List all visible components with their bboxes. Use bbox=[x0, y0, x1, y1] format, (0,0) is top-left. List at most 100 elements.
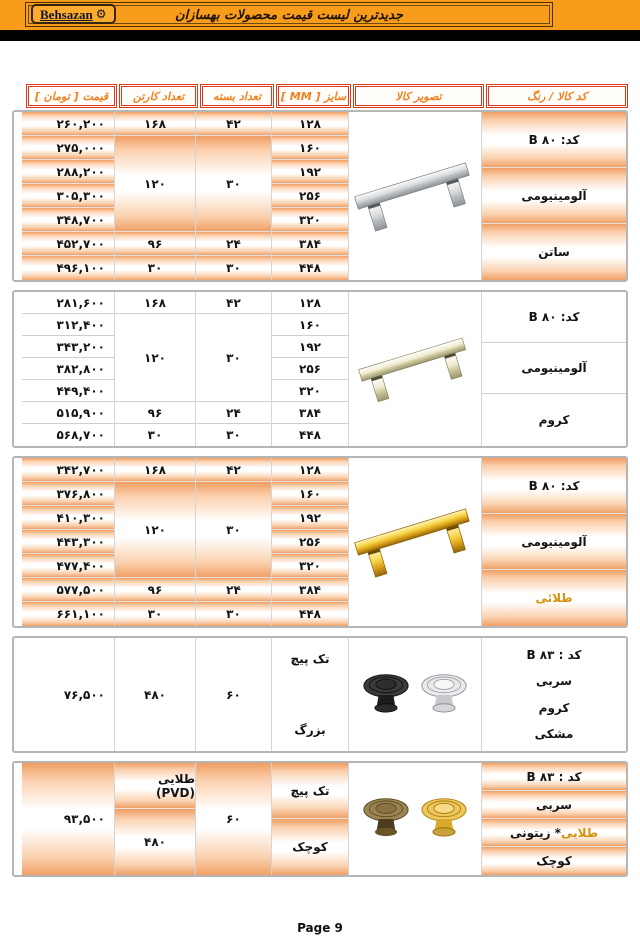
column-headers: کد کالا / رنگ تصویر کالا سایز [ MM ] تعد… bbox=[12, 84, 628, 108]
size-value: ۲۵۶ bbox=[272, 530, 348, 554]
price-value: ۲۸۱,۶۰۰ bbox=[22, 292, 114, 314]
pack-value: ۳۰ bbox=[196, 482, 271, 578]
price-value: ۳۰۵,۳۰۰ bbox=[22, 184, 114, 208]
bar-handle-icon bbox=[358, 337, 467, 403]
price-value: ۴۵۲,۷۰۰ bbox=[22, 232, 114, 256]
size-type: بزرگ bbox=[294, 723, 326, 737]
product-code: کد: B ۸۰ bbox=[482, 112, 626, 168]
finish-option: مشکی bbox=[534, 726, 574, 741]
code-column: کد: B ۸۰ آلومینیومی طلائی bbox=[482, 458, 626, 626]
carton-value: ۹۶ bbox=[115, 232, 195, 256]
product-code: کد: B ۸۰ bbox=[482, 458, 626, 514]
price-value: ۴۴۹,۴۰۰ bbox=[22, 380, 114, 402]
gear-icon: ⚙ bbox=[95, 7, 107, 21]
image-column bbox=[349, 763, 482, 875]
banner-title: جدیدترین لیست قیمت محصولات بهسازان bbox=[175, 7, 403, 23]
size-column: ۱۲۸ ۱۶۰ ۱۹۲ ۲۵۶ ۳۲۰ ۳۸۴ ۴۴۸ bbox=[272, 458, 349, 626]
price-column: ۳۴۲,۷۰۰ ۳۷۶,۸۰۰ ۴۱۰,۳۰۰ ۴۴۳,۳۰۰ ۴۷۷,۴۰۰ … bbox=[22, 458, 115, 626]
size-value: ۱۲۸ bbox=[272, 458, 348, 482]
pack-value: ۳۰ bbox=[196, 424, 271, 446]
olive-knob-icon bbox=[363, 798, 409, 837]
carton-value: ۱۲۰ bbox=[115, 314, 195, 402]
price-value: ۴۹۶,۱۰۰ bbox=[22, 256, 114, 280]
header-code: کد کالا / رنگ bbox=[486, 84, 628, 108]
bar-handle-icon bbox=[354, 508, 470, 578]
carton-value: ۳۰ bbox=[115, 602, 195, 626]
carton-column: ۴۸۰ bbox=[115, 638, 196, 751]
gold-knob-icon bbox=[421, 798, 467, 837]
pack-column: ۴۲ ۳۰ ۲۴ ۳۰ bbox=[196, 292, 272, 446]
satin-handle-image bbox=[349, 112, 481, 280]
pack-value: ۳۰ bbox=[196, 256, 271, 280]
size-value: ۱۶۰ bbox=[272, 482, 348, 506]
carton-value: ۴۸۰ bbox=[115, 638, 195, 751]
gold-handle-image bbox=[349, 458, 481, 626]
pack-column: ۴۲ ۳۰ ۲۴ ۳۰ bbox=[196, 458, 272, 626]
price-value: ۶۶۱,۱۰۰ bbox=[22, 602, 114, 626]
size-value: ۴۴۸ bbox=[272, 256, 348, 280]
price-value: ۲۶۰,۲۰۰ bbox=[22, 112, 114, 136]
image-column bbox=[349, 638, 482, 751]
product-code: کد : B ۸۳ bbox=[482, 763, 626, 791]
product-table-b83-large-knob: کد : B ۸۳ سربی کروم مشکی bbox=[12, 636, 628, 753]
carton-value: ۹۶ bbox=[115, 402, 195, 424]
carton-value: ۱۲۰ bbox=[115, 482, 195, 578]
price-list: کد کالا / رنگ تصویر کالا سایز [ MM ] تعد… bbox=[0, 41, 640, 935]
code-column: کد: B ۸۰ آلومینیومی کروم bbox=[482, 292, 626, 446]
carton-value: ۱۲۰ bbox=[115, 136, 195, 232]
size-value: ۱۲۸ bbox=[272, 292, 348, 314]
pack-column: ۶۰ bbox=[196, 763, 272, 875]
carton-column: ۱۶۸ ۱۲۰ ۹۶ ۳۰ bbox=[115, 292, 196, 446]
price-value: ۴۱۰,۳۰۰ bbox=[22, 506, 114, 530]
chrome-handle-image bbox=[349, 292, 481, 446]
image-column bbox=[349, 458, 482, 626]
pack-value: ۳۰ bbox=[196, 136, 271, 232]
product-material: آلومینیومی bbox=[482, 168, 626, 224]
gold-finish-label: طلایی bbox=[560, 825, 598, 840]
price-value: ۳۱۲,۴۰۰ bbox=[22, 314, 114, 336]
pack-value: ۴۲ bbox=[196, 458, 271, 482]
price-column: ۲۶۰,۲۰۰ ۲۷۵,۰۰۰ ۲۸۸,۲۰۰ ۳۰۵,۳۰۰ ۳۴۸,۷۰۰ … bbox=[22, 112, 115, 280]
size-value: ۱۹۲ bbox=[272, 506, 348, 530]
size-value: ۳۸۴ bbox=[272, 402, 348, 424]
price-column: ۲۸۱,۶۰۰ ۳۱۲,۴۰۰ ۳۴۳,۲۰۰ ۳۸۲,۸۰۰ ۴۴۹,۴۰۰ … bbox=[22, 292, 115, 446]
black-knob-icon bbox=[363, 673, 409, 713]
carton-column: ۱۶۸ ۱۲۰ ۹۶ ۳۰ bbox=[115, 458, 196, 626]
image-column bbox=[349, 112, 482, 280]
price-value: ۳۴۲,۷۰۰ bbox=[22, 458, 114, 482]
finish-option: کروم bbox=[538, 700, 570, 715]
carton-value: ۹۶ bbox=[115, 578, 195, 602]
size-value: ۲۵۶ bbox=[272, 184, 348, 208]
product-finish: ساتن bbox=[482, 224, 626, 280]
product-table-b80-satin: کد: B ۸۰ آلومینیومی ساتن bbox=[12, 110, 628, 282]
price-value: ۴۴۳,۳۰۰ bbox=[22, 530, 114, 554]
product-code: کد: B ۸۰ bbox=[482, 292, 626, 343]
price-value: ۲۸۸,۲۰۰ bbox=[22, 160, 114, 184]
top-banner: Behsazan ⚙ جدیدترین لیست قیمت محصولات به… bbox=[0, 0, 640, 30]
price-value: ۳۸۲,۸۰۰ bbox=[22, 358, 114, 380]
price-value: ۵۶۸,۷۰۰ bbox=[22, 424, 114, 446]
finish-option: سربی bbox=[536, 674, 572, 689]
carton-finish-label: طلایی (PVD) bbox=[115, 763, 195, 809]
size-value: ۱۲۸ bbox=[272, 112, 348, 136]
header-carton: تعداد کارتن bbox=[119, 84, 198, 108]
pack-value: ۶۰ bbox=[196, 763, 271, 875]
size-value: ۱۹۲ bbox=[272, 336, 348, 358]
pack-value: ۶۰ bbox=[196, 638, 271, 751]
image-column bbox=[349, 292, 482, 446]
product-finish: کروم bbox=[482, 394, 626, 446]
pack-value: ۴۲ bbox=[196, 112, 271, 136]
size-column: تک پیچ کوچک bbox=[272, 763, 349, 875]
carton-value: ۳۰ bbox=[115, 424, 195, 446]
price-value: ۹۳,۵۰۰ bbox=[22, 763, 114, 875]
pack-value: ۲۴ bbox=[196, 402, 271, 424]
code-cell: کد : B ۸۳ سربی کروم مشکی bbox=[482, 638, 626, 751]
pack-value: ۳۰ bbox=[196, 314, 271, 402]
size-value: ۲۵۶ bbox=[272, 358, 348, 380]
size-value: ۱۶۰ bbox=[272, 314, 348, 336]
pack-value: ۲۴ bbox=[196, 578, 271, 602]
product-finish: طلائی bbox=[482, 570, 626, 626]
carton-column: طلایی (PVD) ۴۸۰ bbox=[115, 763, 196, 875]
knob-images bbox=[349, 763, 481, 875]
